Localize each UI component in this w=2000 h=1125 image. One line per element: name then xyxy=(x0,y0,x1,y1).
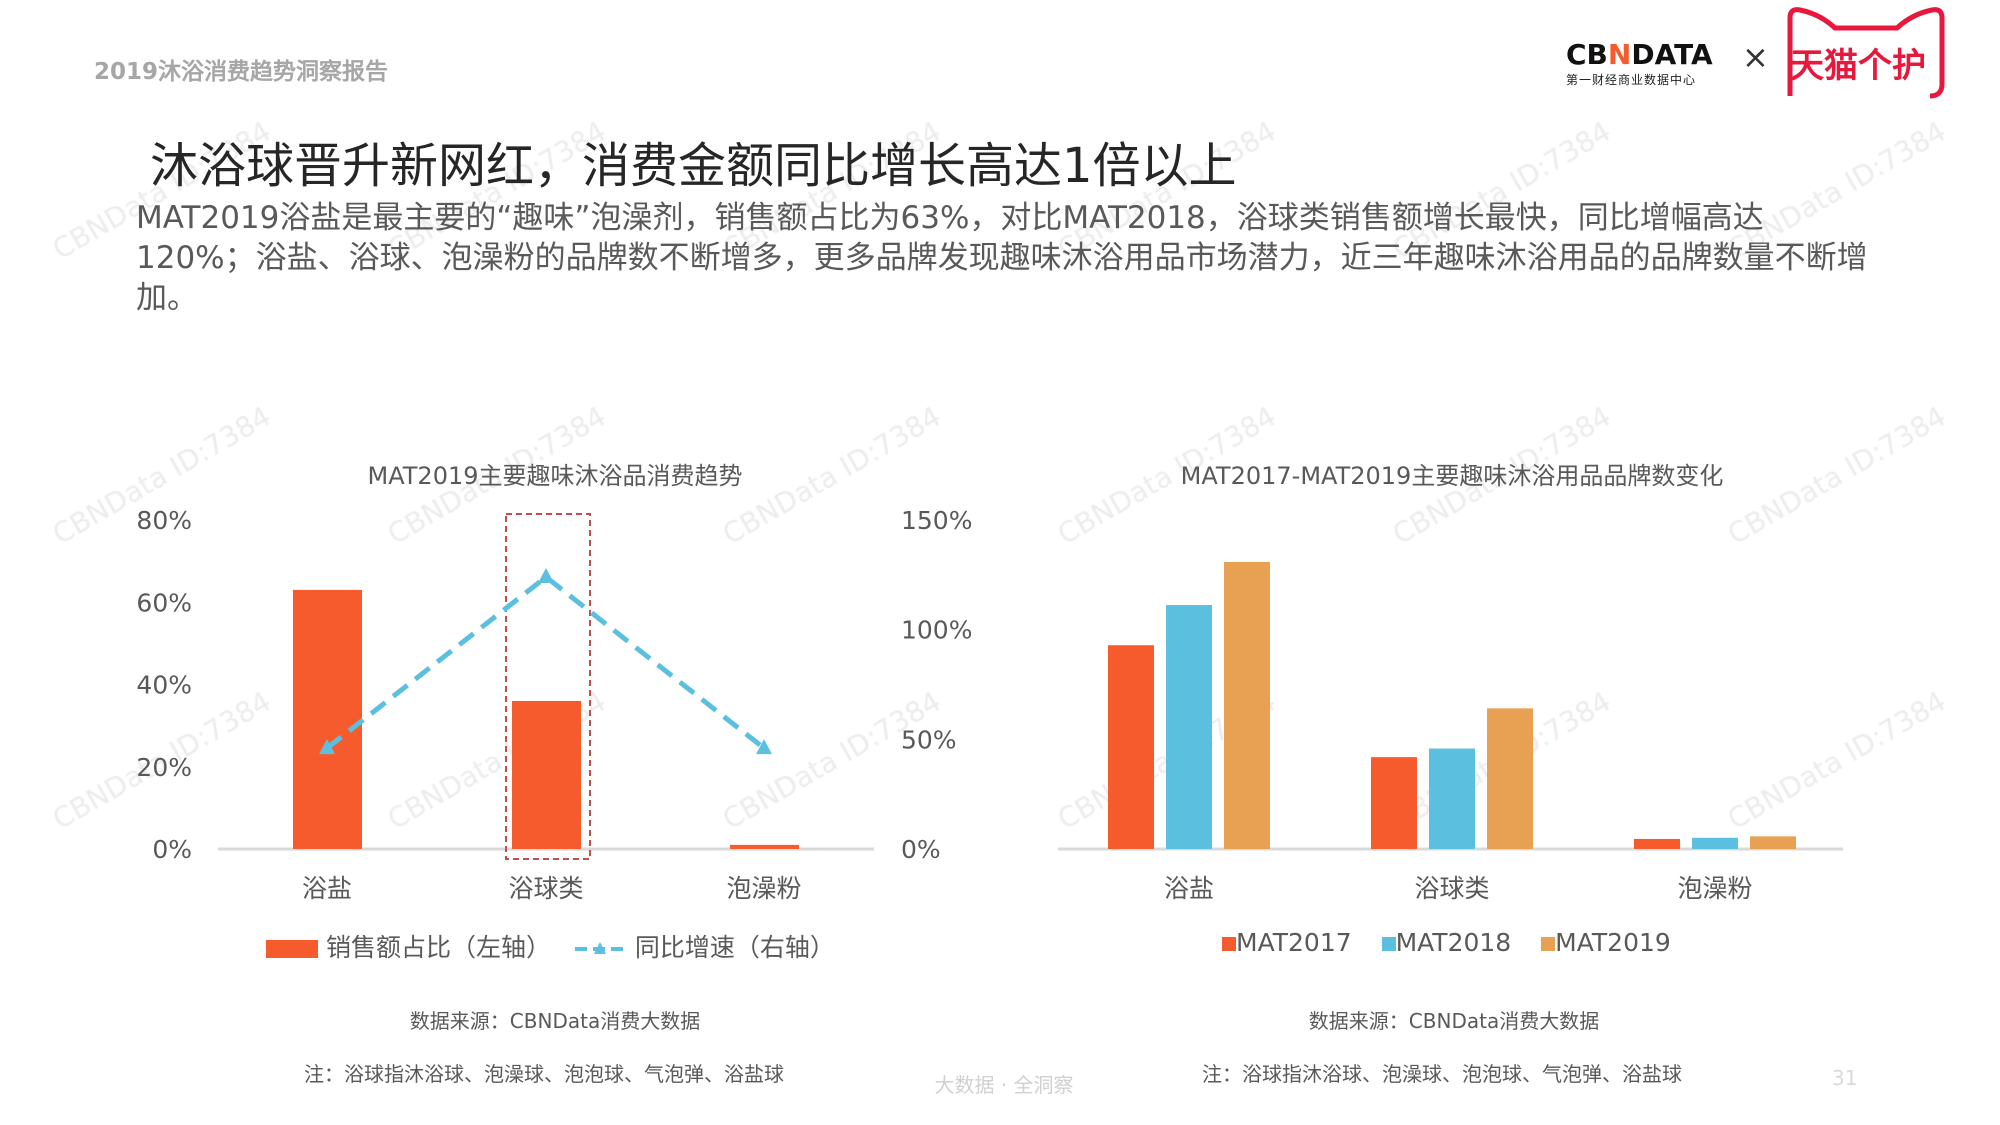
legend-swatch xyxy=(1222,937,1236,951)
cbndata-wordmark: CBNDATA xyxy=(1566,38,1713,71)
legend-label: MAT2017 xyxy=(1236,928,1352,957)
growth-point-marker xyxy=(319,739,335,755)
chart2-title: MAT2017-MAT2019主要趣味沐浴用品品牌数变化 xyxy=(1180,462,1724,490)
right-axis-tick-label: 100% xyxy=(901,616,972,645)
legend-swatch xyxy=(1381,937,1396,951)
chart1-source: 数据来源：CBNData消费大数据 xyxy=(409,1009,701,1033)
summary-text: MAT2019浴盐是最主要的“趣味”泡澡剂，销售额占比为63%，对比MAT201… xyxy=(136,200,1868,316)
bar-mat2017 xyxy=(1108,645,1154,849)
bar-mat2018 xyxy=(1166,605,1212,849)
tmall-cat-logo-icon xyxy=(1787,7,1945,99)
bar-mat2019 xyxy=(1224,562,1270,849)
growth-point-marker xyxy=(538,568,554,584)
left-axis-tick-label: 60% xyxy=(136,588,192,617)
bar-mat2019 xyxy=(1487,708,1533,849)
cross-icon: × xyxy=(1742,38,1769,76)
chart2-note: 注：浴球指沐浴球、泡澡球、泡泡球、气泡弹、浴盐球 xyxy=(1202,1062,1682,1086)
chart1-note: 注：浴球指沐浴球、泡澡球、泡泡球、气泡弹、浴盐球 xyxy=(304,1062,784,1086)
chart2-legend: MAT2017 MAT2018 MAT2019 xyxy=(1222,928,1671,957)
bar-mat2017 xyxy=(1371,757,1417,849)
bar-mat2017 xyxy=(1634,838,1680,849)
x-category-label: 泡澡粉 xyxy=(726,874,801,903)
x-category-label: 浴球类 xyxy=(508,874,583,903)
cbndata-logo: CBNDATA 第一财经商业数据中心 xyxy=(1566,38,1713,88)
legend-bar-swatch xyxy=(266,940,318,958)
bar-sales-share xyxy=(512,700,581,849)
bar-mat2018 xyxy=(1692,837,1738,849)
cbndata-subtitle: 第一财经商业数据中心 xyxy=(1566,73,1697,87)
highlight-box xyxy=(505,513,591,860)
left-axis-tick-label: 0% xyxy=(152,835,192,864)
legend-swatch xyxy=(1541,937,1556,951)
right-axis-tick-label: 150% xyxy=(901,506,972,535)
bar-mat2018 xyxy=(1429,748,1475,849)
bar-sales-share xyxy=(730,844,799,849)
left-axis-tick-label: 40% xyxy=(136,671,192,700)
chart1-legend: 销售额占比（左轴） 同比增速（右轴） xyxy=(266,928,835,964)
legend-label: 同比增速（右轴） xyxy=(634,933,835,962)
report-label: 2019沐浴消费趋势洞察报告 xyxy=(94,59,389,85)
x-category-label: 浴球类 xyxy=(1414,874,1489,903)
tmall-logo-text: 天猫个护 xyxy=(1790,46,1926,86)
page-title: 沐浴球晋升新网红，消费金额同比增长高达1倍以上 xyxy=(150,138,1237,194)
legend-line-swatch-icon xyxy=(574,942,625,954)
left-axis-tick-label: 20% xyxy=(136,753,192,782)
growth-point-marker xyxy=(756,739,772,755)
legend-label: 销售额占比（左轴） xyxy=(325,933,551,962)
x-category-label: 浴盐 xyxy=(302,874,352,903)
x-category-label: 泡澡粉 xyxy=(1677,874,1752,903)
growth-line xyxy=(325,573,766,751)
right-axis-tick-label: 0% xyxy=(901,835,941,864)
page-number: 31 xyxy=(1832,1066,1858,1090)
right-axis-tick-label: 50% xyxy=(901,725,957,754)
bar-sales-share xyxy=(293,589,362,849)
footer-slogan: 大数据 · 全洞察 xyxy=(934,1073,1074,1097)
chart1-title: MAT2019主要趣味沐浴品消费趋势 xyxy=(367,462,743,490)
legend-label: MAT2019 xyxy=(1555,928,1671,957)
left-axis-tick-label: 80% xyxy=(136,506,192,535)
bar-mat2019 xyxy=(1750,836,1796,849)
x-category-label: 浴盐 xyxy=(1164,874,1214,903)
chart2-source: 数据来源：CBNData消费大数据 xyxy=(1308,1009,1600,1033)
legend-label: MAT2018 xyxy=(1395,928,1512,957)
